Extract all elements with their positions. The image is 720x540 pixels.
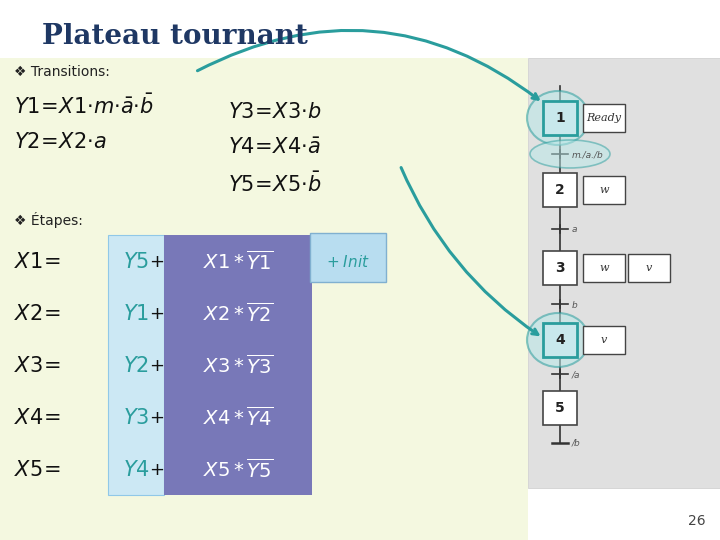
FancyBboxPatch shape <box>543 251 577 285</box>
Text: v: v <box>646 263 652 273</box>
Text: $X4*\overline{Y4}$: $X4*\overline{Y4}$ <box>203 406 273 430</box>
Text: v: v <box>601 335 607 345</box>
Ellipse shape <box>527 91 589 145</box>
Text: $X1\!=\!$: $X1\!=\!$ <box>14 252 60 272</box>
FancyBboxPatch shape <box>583 254 625 282</box>
FancyBboxPatch shape <box>310 233 386 282</box>
Text: $Y1$: $Y1$ <box>123 304 149 324</box>
Text: $Y4\!=\!X4{\cdot}\bar{a}$: $Y4\!=\!X4{\cdot}\bar{a}$ <box>228 138 320 158</box>
Text: $X3*\overline{Y3}$: $X3*\overline{Y3}$ <box>203 354 273 378</box>
Text: ❖ Transitions:: ❖ Transitions: <box>14 65 110 79</box>
Text: w: w <box>599 263 608 273</box>
FancyBboxPatch shape <box>543 173 577 207</box>
Text: 1: 1 <box>555 111 565 125</box>
FancyBboxPatch shape <box>583 176 625 204</box>
FancyBboxPatch shape <box>543 391 577 425</box>
Text: $X1*\overline{Y1}$: $X1*\overline{Y1}$ <box>203 250 273 274</box>
Text: 2: 2 <box>555 183 565 197</box>
FancyBboxPatch shape <box>164 235 312 495</box>
Text: $+$: $+$ <box>150 253 165 271</box>
Text: Plateau tournant: Plateau tournant <box>42 23 308 50</box>
Text: /b: /b <box>572 438 581 448</box>
FancyBboxPatch shape <box>543 323 577 357</box>
Text: 4: 4 <box>555 333 565 347</box>
Text: $Y4$: $Y4$ <box>122 460 150 480</box>
Text: $X5*\overline{Y5}$: $X5*\overline{Y5}$ <box>203 458 273 482</box>
Text: $+$: $+$ <box>150 409 165 427</box>
Text: m./a./b: m./a./b <box>572 151 604 159</box>
FancyBboxPatch shape <box>0 58 528 540</box>
Text: $+$: $+$ <box>150 461 165 479</box>
Text: $+$: $+$ <box>150 305 165 323</box>
Text: $Y3$: $Y3$ <box>123 408 149 428</box>
Text: $X2*\overline{Y2}$: $X2*\overline{Y2}$ <box>203 302 273 326</box>
Text: $X5\!=\!$: $X5\!=\!$ <box>14 460 60 480</box>
Text: $Y2\!=\!X2{\cdot}a$: $Y2\!=\!X2{\cdot}a$ <box>14 132 107 152</box>
Text: w: w <box>599 185 608 195</box>
Text: /a: /a <box>572 370 580 380</box>
Text: $Y3\!=\!X3{\cdot}b$: $Y3\!=\!X3{\cdot}b$ <box>228 102 321 122</box>
FancyBboxPatch shape <box>543 101 577 135</box>
Text: $Y5\!=\!X5{\cdot}\bar{b}$: $Y5\!=\!X5{\cdot}\bar{b}$ <box>228 172 321 196</box>
Text: $X3\!=\!$: $X3\!=\!$ <box>14 356 60 376</box>
FancyBboxPatch shape <box>528 58 720 488</box>
FancyBboxPatch shape <box>108 235 164 495</box>
FancyBboxPatch shape <box>628 254 670 282</box>
Text: 5: 5 <box>555 401 565 415</box>
Ellipse shape <box>0 60 90 220</box>
Text: $Y5$: $Y5$ <box>123 252 149 272</box>
Ellipse shape <box>530 140 610 168</box>
Text: a: a <box>572 226 577 234</box>
FancyBboxPatch shape <box>583 104 625 132</box>
Text: 3: 3 <box>555 261 564 275</box>
Text: $X4\!=\!$: $X4\!=\!$ <box>14 408 60 428</box>
Text: 26: 26 <box>688 514 706 528</box>
Ellipse shape <box>527 313 589 367</box>
Text: $Y1\!=\!X1{\cdot}m{\cdot}\bar{a}{\cdot}\bar{b}$: $Y1\!=\!X1{\cdot}m{\cdot}\bar{a}{\cdot}\… <box>14 94 154 118</box>
Text: $Y2$: $Y2$ <box>123 356 149 376</box>
Text: $+\;Init$: $+\;Init$ <box>326 254 370 270</box>
FancyBboxPatch shape <box>583 326 625 354</box>
Text: b: b <box>572 300 577 309</box>
Text: $+$: $+$ <box>150 357 165 375</box>
Text: ❖ Étapes:: ❖ Étapes: <box>14 212 83 228</box>
Text: $X2\!=\!$: $X2\!=\!$ <box>14 304 60 324</box>
Text: Ready: Ready <box>587 113 621 123</box>
